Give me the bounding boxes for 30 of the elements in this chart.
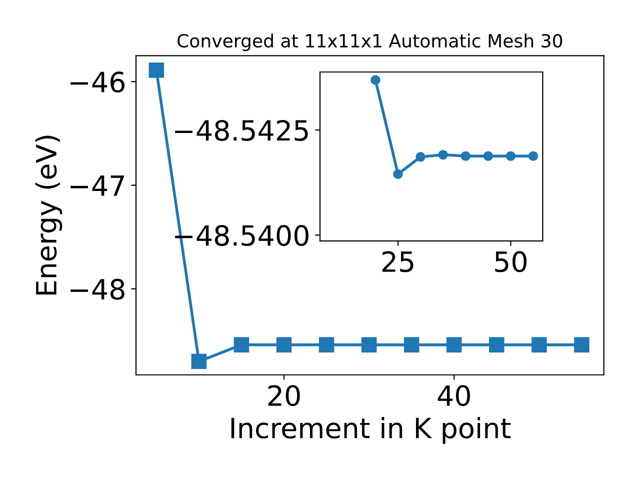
y-axis-title: Energy (eV) bbox=[35, 136, 62, 294]
point bbox=[438, 150, 448, 160]
y-tick-label: −48 bbox=[70, 278, 124, 300]
chart-title: Converged at 11x11x1 Automatic Mesh 30 bbox=[178, 34, 562, 52]
point bbox=[148, 62, 164, 78]
point bbox=[393, 169, 403, 179]
y-tick-label: −47 bbox=[70, 176, 124, 196]
point bbox=[460, 151, 470, 161]
point bbox=[416, 152, 426, 162]
y-tick-label: −46 bbox=[70, 72, 125, 93]
point bbox=[574, 337, 590, 352]
point bbox=[489, 337, 504, 352]
point bbox=[361, 337, 377, 352]
point bbox=[506, 151, 516, 161]
point bbox=[276, 337, 292, 352]
x-tick-label: 20 bbox=[268, 385, 300, 406]
y-tick-label: −48.5425 bbox=[175, 120, 308, 141]
x-tick-label: 25 bbox=[382, 251, 414, 272]
x-tick-label: 40 bbox=[438, 385, 470, 406]
point bbox=[532, 337, 547, 352]
point bbox=[191, 354, 207, 370]
point bbox=[483, 151, 494, 161]
point bbox=[318, 337, 334, 352]
point bbox=[446, 337, 462, 352]
x-axis-title: Increment in K point bbox=[231, 417, 510, 444]
point bbox=[528, 151, 538, 161]
point bbox=[370, 75, 380, 85]
point bbox=[404, 337, 420, 352]
x-tick-label: 50 bbox=[495, 251, 527, 272]
point bbox=[234, 337, 250, 352]
